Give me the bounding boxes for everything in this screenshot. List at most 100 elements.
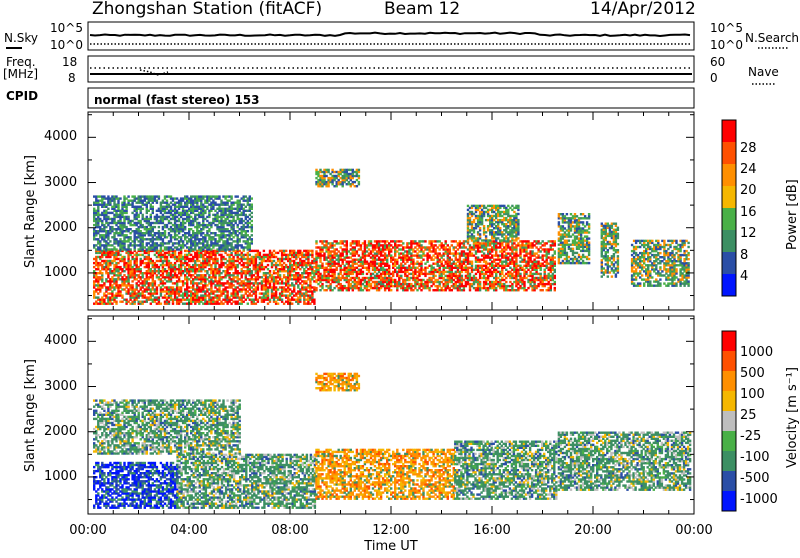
heatmap-cell: [251, 197, 253, 199]
heatmap-cell: [111, 260, 113, 262]
heatmap-cell: [93, 208, 95, 210]
heatmap-cell: [182, 270, 184, 272]
heatmap-cell: [101, 284, 103, 286]
heatmap-cell: [222, 212, 224, 214]
heatmap-cell: [111, 290, 113, 292]
heatmap-cell: [384, 271, 386, 273]
heatmap-cell: [263, 254, 265, 256]
heatmap-cell: [333, 244, 335, 246]
heatmap-cell: [152, 286, 154, 288]
heatmap-cell: [344, 169, 346, 171]
heatmap-cell: [303, 254, 305, 256]
heatmap-cell: [111, 218, 113, 220]
heatmap-cell: [109, 240, 111, 242]
heatmap-cell: [131, 200, 133, 202]
heatmap-cell: [170, 222, 172, 224]
heatmap-cell: [384, 252, 386, 254]
heatmap-cell: [182, 240, 184, 242]
heatmap-cell: [131, 244, 133, 246]
heatmap-cell: [344, 248, 346, 250]
heatmap-cell: [156, 286, 158, 288]
heatmap-cell: [142, 234, 144, 236]
heatmap-cell: [344, 285, 346, 287]
heatmap-cell: [283, 294, 285, 296]
heatmap-cell: [222, 246, 224, 248]
heatmap-cell: [170, 206, 172, 208]
heatmap-cell: [344, 177, 346, 179]
heatmap-cell: [111, 280, 113, 282]
heatmap-cell: [101, 228, 103, 230]
heatmap-cell: [101, 260, 103, 262]
heatmap-cell: [333, 265, 335, 267]
heatmap-cell: [111, 236, 113, 238]
heatmap-cell: [202, 240, 204, 242]
heatmap-cell: [131, 224, 133, 226]
heatmap-cell: [445, 267, 447, 269]
heatmap-cell: [352, 289, 354, 291]
heatmap-cell: [182, 218, 184, 220]
heatmap-cell: [237, 246, 239, 248]
heatmap-cell: [323, 277, 325, 279]
heatmap-cell: [123, 278, 125, 280]
heatmap-cell: [297, 272, 299, 274]
heatmap-cell: [414, 277, 416, 279]
heatmap-cell: [303, 292, 305, 294]
heatmap-cell: [222, 270, 224, 272]
heatmap-cell: [142, 200, 144, 202]
heatmap-cell: [232, 292, 234, 294]
heatmap-cell: [283, 266, 285, 268]
heatmap-cell: [222, 220, 224, 222]
heatmap-cell: [123, 210, 125, 212]
heatmap-cell: [362, 271, 364, 273]
heatmap-cell: [267, 264, 269, 266]
heatmap-cell: [333, 171, 335, 173]
heatmap-cell: [323, 169, 325, 171]
heatmap-cell: [123, 262, 125, 264]
heatmap-cell: [321, 263, 323, 265]
heatmap-cell: [313, 262, 315, 264]
heatmap-cell: [111, 212, 113, 214]
heatmap-cell: [358, 171, 360, 173]
heatmap-cell: [162, 226, 164, 228]
heatmap-cell: [162, 288, 164, 290]
heatmap-cell: [251, 206, 253, 208]
heatmap-cell: [131, 286, 133, 288]
heatmap-cell: [323, 183, 325, 185]
heatmap-cell: [333, 248, 335, 250]
heatmap-cell: [237, 234, 239, 236]
heatmap-cell: [263, 299, 265, 301]
heatmap-cell: [232, 246, 234, 248]
heatmap-cell: [313, 286, 315, 288]
heatmap-cell: [263, 268, 265, 270]
heatmap-cell: [319, 169, 321, 171]
heatmap-cell: [115, 280, 117, 282]
heatmap-cell: [475, 289, 477, 291]
heatmap-cell: [194, 246, 196, 248]
heatmap-cell: [99, 246, 101, 248]
heatmap-cell: [384, 277, 386, 279]
heatmap-cell: [111, 228, 113, 230]
heatmap-cell: [342, 289, 344, 291]
heatmap-cell: [101, 286, 103, 288]
heatmap-cell: [396, 259, 398, 261]
heatmap-cell: [364, 285, 366, 287]
heatmap-cell: [93, 224, 95, 226]
heatmap-cell: [101, 234, 103, 236]
heatmap-cell: [162, 206, 164, 208]
heatmap-cell: [469, 244, 471, 246]
heatmap-cell: [293, 299, 295, 301]
heatmap-cell: [162, 296, 164, 298]
heatmap-cell: [251, 234, 253, 236]
heatmap-cell: [273, 299, 275, 301]
heatmap-cell: [422, 259, 424, 261]
heatmap-cell: [144, 234, 146, 236]
heatmap-cell: [142, 260, 144, 262]
freq-tick-top: 18: [62, 55, 77, 69]
heatmap-cell: [299, 268, 301, 270]
heatmap-cell: [358, 181, 360, 183]
heatmap-cell: [212, 206, 214, 208]
heatmap-cell: [111, 270, 113, 272]
heatmap-cell: [344, 265, 346, 267]
heatmap-cell: [243, 301, 245, 303]
nsearch-tick-top: 10^5: [710, 21, 743, 35]
